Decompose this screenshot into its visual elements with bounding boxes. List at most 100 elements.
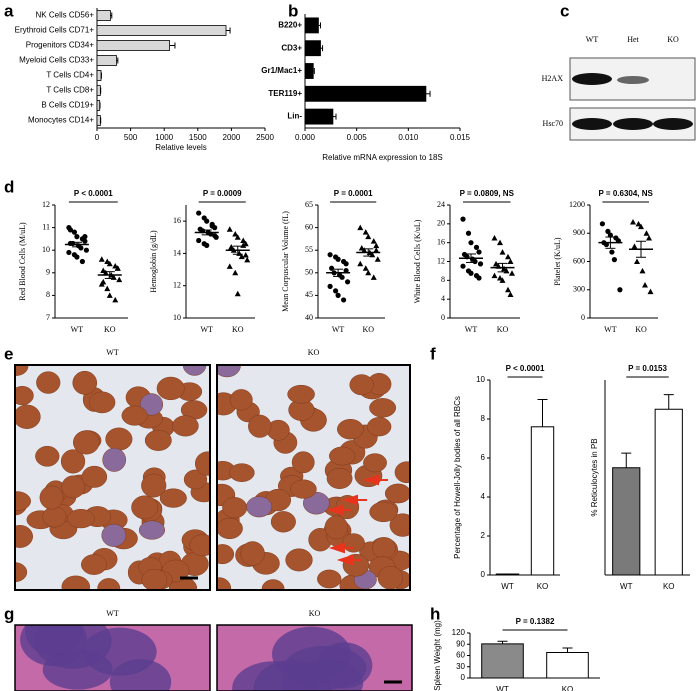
rbc (141, 473, 167, 498)
y-tick-label: 8 (481, 414, 486, 423)
rbc (303, 491, 330, 515)
error-bar (537, 399, 548, 427)
point (647, 288, 654, 295)
rbc (189, 534, 210, 557)
category-label: Erythroid Cells CD71+ (15, 26, 95, 35)
point (493, 260, 499, 267)
x-tick-label: 0.010 (398, 133, 419, 142)
rbc (88, 391, 116, 414)
panel-label: a (4, 1, 14, 20)
x-tick-label: KO (663, 582, 675, 591)
rbc (324, 515, 349, 540)
rbc (290, 479, 317, 499)
rbc (349, 374, 374, 396)
point (468, 240, 474, 246)
arrow (328, 542, 354, 554)
rbc (15, 525, 33, 548)
annotation: P = 0.0809, NS (460, 189, 515, 198)
point (335, 292, 341, 298)
y-axis-label: White Blood Cells (K/uL) (413, 219, 422, 303)
rbc (61, 475, 86, 499)
bar (612, 467, 641, 576)
category-label: T Cells CD4+ (46, 71, 94, 80)
lane-label: WT (586, 35, 599, 44)
rbc (222, 497, 248, 519)
rbc (337, 418, 364, 440)
y-tick-label: 2 (481, 531, 486, 540)
point (242, 252, 249, 258)
x-tick-label: 0.015 (450, 133, 471, 142)
y-tick-label: 300 (573, 285, 585, 294)
x-tick-label: 1500 (189, 133, 207, 142)
rbc (270, 511, 296, 533)
point (357, 260, 364, 267)
frame (216, 624, 413, 691)
error-bar (621, 452, 632, 468)
rbc (195, 451, 210, 476)
point (476, 275, 482, 281)
point (339, 274, 345, 280)
point (196, 237, 202, 244)
panel-label: b (288, 1, 298, 20)
point (343, 267, 349, 274)
x-tick-label: WT (465, 325, 478, 334)
y-tick-label: 6 (481, 453, 486, 462)
follicles (232, 626, 373, 691)
band (572, 118, 612, 130)
sem-bar (201, 229, 212, 236)
point (460, 216, 466, 222)
bar (304, 17, 319, 34)
x-axis-label: Relative levels (155, 143, 207, 152)
rbc (363, 453, 387, 473)
point (226, 226, 233, 232)
point (631, 243, 638, 249)
y-tick-label: 45 (305, 290, 313, 299)
category-label: T Cells CD8+ (46, 86, 94, 95)
rbc (81, 465, 108, 488)
frame (14, 364, 211, 591)
point (333, 288, 339, 294)
y-tick-label: 4 (441, 294, 445, 303)
rbc (172, 415, 199, 437)
panel-label: d (4, 177, 14, 196)
category-label: Progenitors CD34+ (26, 41, 95, 50)
rbc (131, 495, 159, 520)
error-bar (116, 57, 119, 64)
rbc (285, 548, 313, 572)
bar (96, 115, 101, 126)
point (365, 269, 372, 276)
point (507, 291, 514, 297)
sem-bar (466, 253, 476, 263)
point (114, 265, 121, 271)
y-tick-label: 900 (573, 228, 585, 237)
y-tick-label: 8 (441, 275, 445, 284)
point (104, 285, 111, 292)
x-tick-label: WT (71, 325, 84, 334)
point (232, 269, 239, 276)
point (232, 231, 239, 237)
x-tick-label: KO (635, 325, 647, 334)
y-tick-label: 11 (42, 222, 50, 231)
x-tick-label: WT (200, 325, 213, 334)
annotation: P = 0.0009 (203, 189, 242, 198)
point (82, 238, 88, 244)
cells (217, 365, 410, 590)
bar (96, 100, 101, 111)
rbc (67, 509, 95, 529)
band (653, 118, 693, 130)
category-label: Myeloid Cells CD33+ (19, 56, 94, 65)
lane-label: Het (627, 35, 639, 44)
arrow (362, 474, 388, 486)
rbc (329, 446, 356, 466)
y-tick-label: 14 (173, 248, 181, 257)
rbc (102, 447, 127, 472)
point (204, 242, 210, 248)
y-tick-label: 12 (42, 200, 50, 209)
rbc (105, 427, 133, 451)
point (327, 283, 333, 289)
y-axis-label: Mean Corpuscular Volume (fL) (281, 211, 290, 312)
x-tick-label: KO (362, 325, 374, 334)
point (605, 228, 611, 234)
row-label: Hsc70 (543, 119, 563, 128)
